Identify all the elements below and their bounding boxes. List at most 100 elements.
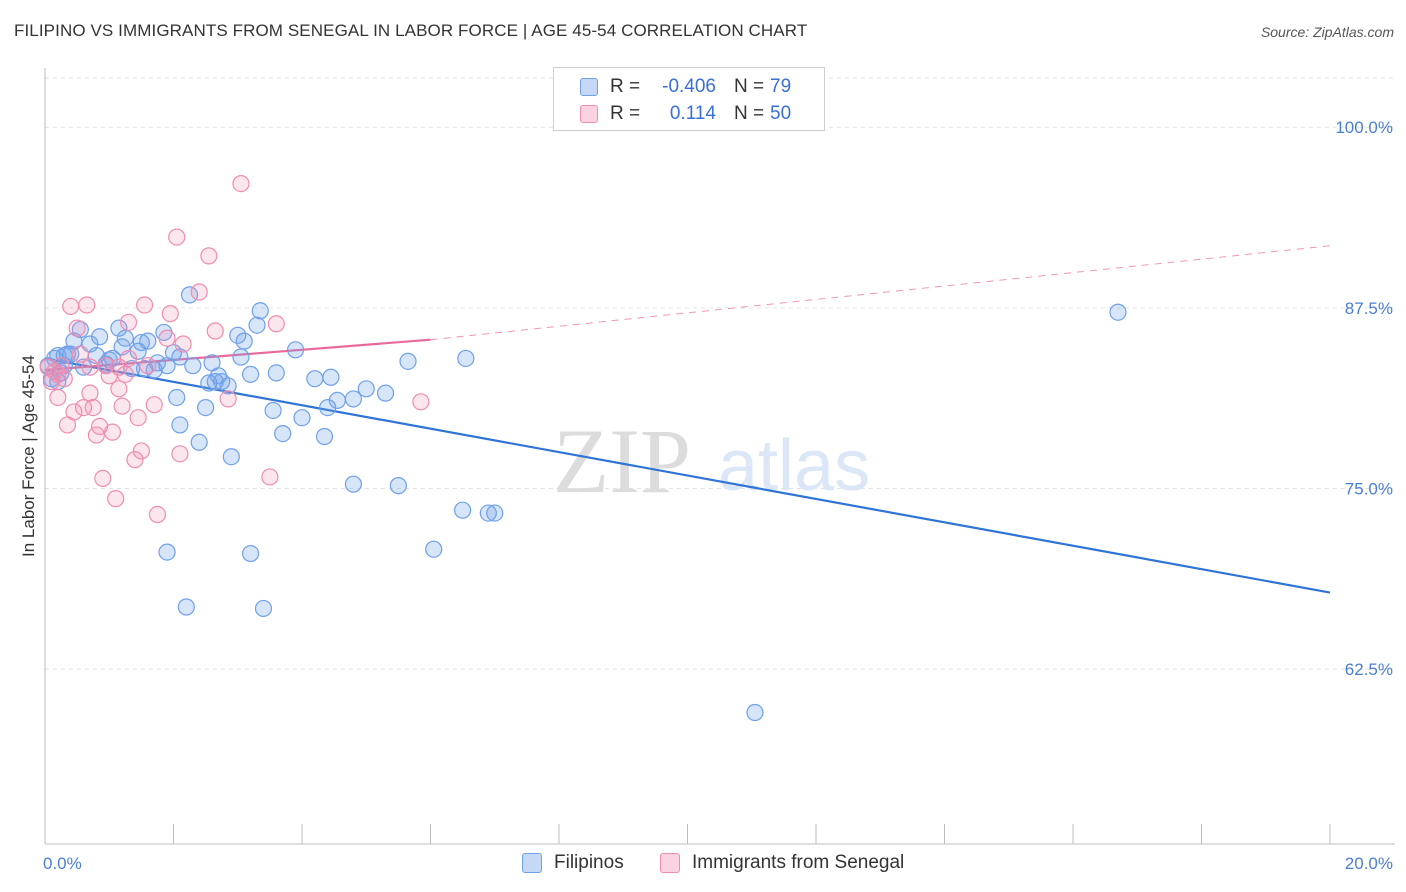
legend-row-senegal: R = 0.114 N = 50 xyxy=(554,101,791,127)
point-filipinos xyxy=(454,501,472,519)
y-axis-label: In Labor Force | Age 45-54 xyxy=(19,355,38,557)
point-filipinos xyxy=(132,333,150,352)
legend-r-value: 0.114 xyxy=(669,103,716,124)
point-senegal xyxy=(107,490,125,508)
point-filipinos xyxy=(1109,303,1127,321)
point-senegal xyxy=(158,329,176,347)
point-filipinos xyxy=(171,416,189,434)
trend-lines xyxy=(44,245,1331,594)
point-filipinos xyxy=(91,328,109,346)
point-filipinos xyxy=(248,316,266,334)
point-filipinos xyxy=(171,348,189,366)
point-filipinos xyxy=(264,401,282,420)
point-filipinos xyxy=(322,368,340,386)
point-filipinos xyxy=(251,302,269,320)
source-label: Source: ZipAtlas.com xyxy=(1260,24,1394,40)
point-filipinos xyxy=(344,390,362,408)
point-senegal xyxy=(174,335,192,353)
point-senegal xyxy=(110,380,128,398)
point-senegal xyxy=(46,362,64,381)
point-filipinos xyxy=(200,374,218,392)
stats-legend: R = -0.406 N = 79 R = 0.114 N = 50 xyxy=(553,67,825,131)
point-filipinos xyxy=(232,348,250,366)
point-senegal xyxy=(103,423,122,441)
point-senegal xyxy=(139,357,157,375)
point-senegal xyxy=(412,393,430,411)
point-senegal xyxy=(261,468,279,486)
point-filipinos xyxy=(457,349,475,368)
point-senegal xyxy=(74,398,93,417)
point-senegal xyxy=(171,445,189,463)
legend-row-filipinos: R = -0.406 N = 79 xyxy=(554,74,791,100)
point-senegal xyxy=(49,388,67,407)
point-senegal xyxy=(49,365,67,383)
legend-n-label: N = xyxy=(734,103,765,124)
watermark-atlas: atlas xyxy=(718,426,870,506)
legend-r-value: -0.406 xyxy=(662,76,716,97)
point-filipinos xyxy=(139,332,157,350)
y-tick-label: 87.5% xyxy=(1345,299,1393,318)
legend-n-label: N = xyxy=(734,76,765,97)
point-filipinos xyxy=(319,398,337,417)
point-senegal xyxy=(119,313,138,331)
point-senegal xyxy=(168,228,186,246)
point-senegal xyxy=(81,358,99,376)
point-filipinos xyxy=(479,504,497,522)
legend-r-label: R = xyxy=(610,76,641,97)
point-senegal xyxy=(94,469,112,487)
point-filipinos xyxy=(184,357,202,375)
point-senegal xyxy=(97,357,115,375)
point-filipinos xyxy=(328,391,346,409)
point-filipinos xyxy=(486,504,504,522)
point-filipinos xyxy=(357,380,375,398)
point-filipinos xyxy=(180,286,199,304)
point-senegal xyxy=(267,315,285,333)
point-filipinos xyxy=(425,540,443,558)
point-senegal xyxy=(42,372,61,391)
point-filipinos xyxy=(177,598,195,616)
point-senegal xyxy=(145,396,163,414)
point-filipinos xyxy=(399,352,417,370)
point-filipinos xyxy=(267,364,285,382)
point-senegal xyxy=(232,175,250,193)
legend-swatch-blue xyxy=(522,853,542,873)
watermark-zip: ZIP xyxy=(553,410,691,512)
point-filipinos xyxy=(116,329,134,347)
point-filipinos xyxy=(197,398,215,417)
point-filipinos xyxy=(168,388,186,407)
point-senegal xyxy=(84,398,102,417)
legend-n-value: 79 xyxy=(770,76,792,97)
legend-label-senegal: Immigrants from Senegal xyxy=(692,852,905,873)
point-filipinos xyxy=(219,377,237,395)
point-filipinos xyxy=(229,326,247,344)
point-filipinos xyxy=(222,448,240,466)
legend-item-senegal[interactable]: Immigrants from Senegal xyxy=(660,852,904,874)
point-senegal xyxy=(78,296,96,314)
legend-label-filipinos: Filipinos xyxy=(554,852,624,873)
point-senegal xyxy=(135,296,154,314)
legend-n-value: 50 xyxy=(770,103,792,124)
point-senegal xyxy=(68,319,86,337)
point-filipinos xyxy=(286,341,305,359)
point-senegal xyxy=(119,349,138,368)
point-senegal xyxy=(206,322,224,340)
y-tick-label: 100.0% xyxy=(1335,118,1393,137)
point-senegal xyxy=(116,365,134,383)
point-filipinos xyxy=(242,544,260,563)
point-filipinos xyxy=(148,354,167,372)
point-senegal xyxy=(110,358,128,376)
x-tick-label: 0.0% xyxy=(43,854,82,873)
point-senegal xyxy=(62,297,80,316)
point-filipinos xyxy=(746,703,764,722)
point-senegal xyxy=(190,283,208,301)
point-senegal xyxy=(200,247,218,265)
chart-title: FILIPINO VS IMMIGRANTS FROM SENEGAL IN L… xyxy=(14,21,808,40)
point-filipinos xyxy=(293,409,311,427)
trend-line-senegal xyxy=(430,245,1331,341)
data-points xyxy=(39,175,1127,722)
legend-item-filipinos[interactable]: Filipinos xyxy=(522,852,624,874)
point-senegal xyxy=(71,345,89,363)
legend-swatch-pink xyxy=(660,853,680,873)
point-senegal xyxy=(129,409,147,427)
